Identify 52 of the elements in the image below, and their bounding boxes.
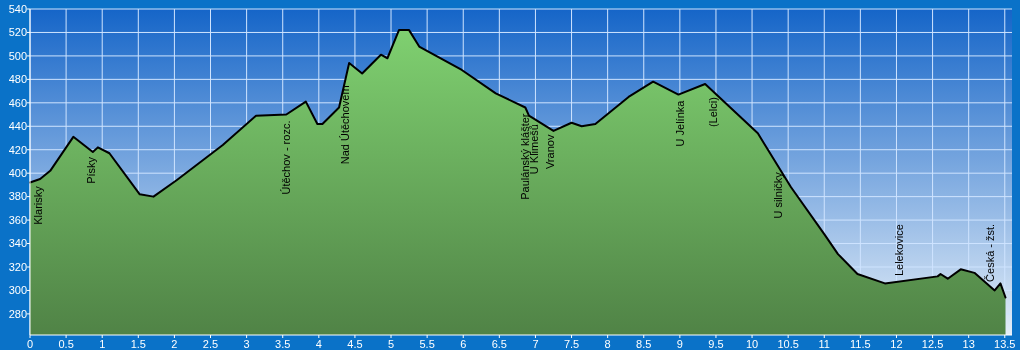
y-tick-label: 520 [8, 26, 27, 39]
x-tick-label: 8 [604, 338, 611, 350]
y-tick-label: 300 [8, 284, 27, 297]
x-tick-label: 5 [387, 338, 395, 350]
annotation: Česká - žst. [984, 223, 997, 282]
x-tick-label: 9.5 [708, 338, 724, 350]
x-tick-label: 0.5 [58, 338, 74, 350]
y-tick-label: 440 [8, 120, 27, 133]
x-tick-label: 12.5 [921, 338, 944, 350]
annotation: Vranov [544, 134, 557, 170]
y-tick-label: 400 [8, 167, 27, 180]
x-tick-label: 12 [890, 338, 903, 350]
x-tick-label: 13.5 [994, 338, 1016, 350]
x-tick-label: 1 [99, 338, 106, 350]
annotation: (Lelci) [706, 97, 719, 128]
x-tick-label: 7 [532, 338, 539, 350]
y-tick-label: 280 [8, 307, 27, 320]
annotation: Nad Útěchovem [339, 85, 352, 165]
x-tick-label: 7.5 [563, 338, 580, 350]
y-tick-label: 320 [8, 260, 27, 273]
x-tick-label: 2.5 [202, 338, 219, 350]
annotation: Klarisky [31, 185, 44, 225]
x-tick-label: 6.5 [491, 338, 507, 350]
y-tick-label: 420 [8, 143, 27, 156]
x-tick-label: 3.5 [275, 338, 291, 350]
y-tick-label: 500 [8, 49, 27, 62]
annotation: U silničky [771, 171, 784, 219]
annotation: U Jelínka [673, 99, 686, 147]
x-tick-label: 4.5 [347, 338, 363, 350]
x-tick-label: 4 [315, 338, 322, 350]
y-tick-label: 340 [8, 237, 27, 250]
x-tick-label: 5.5 [419, 338, 435, 350]
annotation: Útěchov - rozc. [280, 120, 293, 195]
x-tick-label: 0 [26, 338, 34, 350]
y-tick-label: 480 [8, 73, 27, 86]
x-tick-label: 2 [171, 338, 178, 350]
x-tick-label: 3 [243, 338, 250, 350]
y-tick-label: 360 [8, 213, 27, 226]
y-tick-label: 540 [8, 2, 27, 15]
x-tick-label: 10.5 [777, 338, 799, 350]
x-tick-label: 11.5 [850, 338, 871, 350]
y-tick-label: 460 [8, 96, 27, 109]
x-tick-label: 11 [818, 338, 830, 350]
x-tick-label: 8.5 [636, 338, 652, 350]
x-tick-label: 9 [676, 338, 683, 350]
annotation: Písky [85, 156, 98, 184]
x-tick-label: 1.5 [130, 338, 146, 350]
annotation: Lelekovice [893, 224, 906, 277]
x-tick-label: 10 [745, 338, 759, 350]
y-tick-label: 380 [8, 190, 27, 203]
x-tick-label: 6 [460, 338, 467, 350]
x-tick-label: 13 [962, 338, 975, 350]
